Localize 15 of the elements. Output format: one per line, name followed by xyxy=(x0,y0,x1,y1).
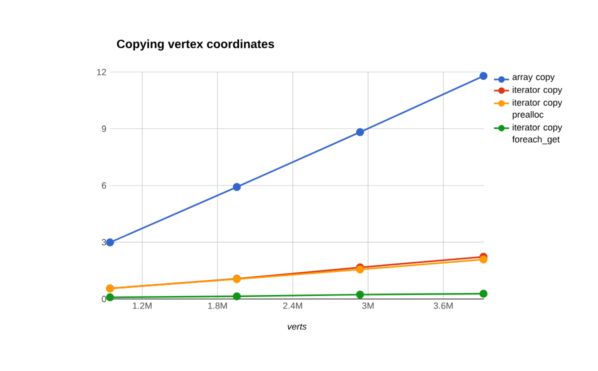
legend-label: iterator copy xyxy=(512,86,562,95)
x-tick-label: 1.8M xyxy=(208,302,227,309)
y-tick-label: 12 xyxy=(97,68,106,76)
y-tick-label: 3 xyxy=(102,239,106,246)
y-tick-label: 6 xyxy=(102,182,106,189)
x-tick-label: 3.6M xyxy=(434,302,453,309)
legend-label: iterator copy foreach_get xyxy=(512,124,562,144)
x-tick-label: 2.4M xyxy=(283,302,302,309)
legend-label: array copy xyxy=(512,75,555,82)
y-tick-label: 9 xyxy=(102,126,106,132)
y-tick-label: 0 xyxy=(102,296,106,302)
x-tick-label: 1.2M xyxy=(132,302,152,309)
x-tick-label: 3M xyxy=(362,302,374,309)
x-axis-title: verts xyxy=(288,324,307,330)
chart-title: Copying vertex coordinates xyxy=(117,39,274,51)
